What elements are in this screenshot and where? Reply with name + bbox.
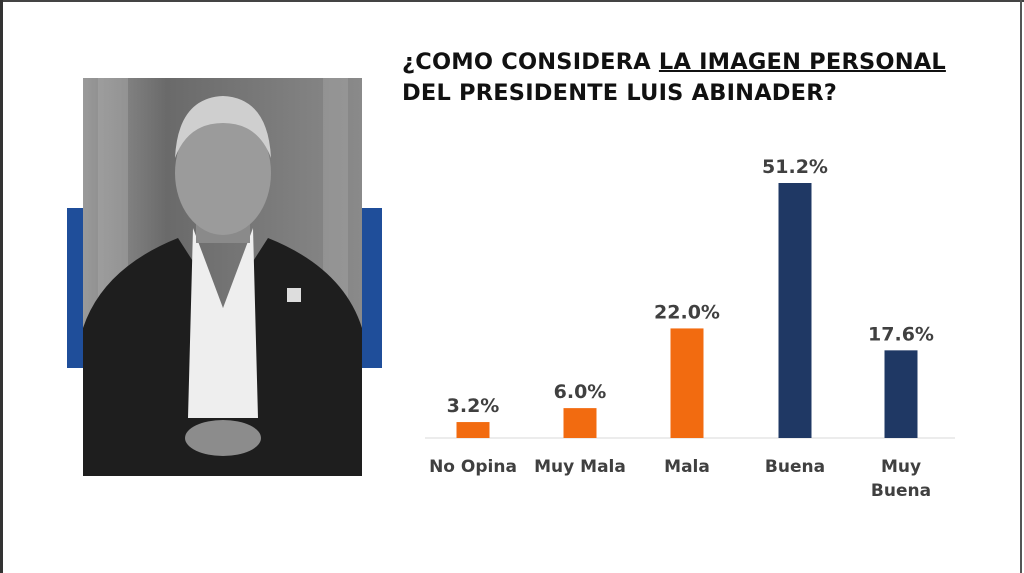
value-label-2: 22.0% xyxy=(654,301,720,323)
value-label-3: 51.2% xyxy=(762,156,828,178)
bar-2 xyxy=(670,328,704,438)
value-label-4: 17.6% xyxy=(868,323,934,345)
category-label-4: Muy xyxy=(881,457,921,477)
bar-0 xyxy=(456,422,490,438)
value-label-1: 6.0% xyxy=(554,381,607,403)
accent-bar-right xyxy=(360,208,382,368)
category-label-4-line2: Buena xyxy=(871,481,931,501)
category-label-1: Muy Mala xyxy=(534,457,626,477)
bar-1 xyxy=(563,408,597,438)
portrait-photo xyxy=(83,78,362,476)
title-prefix: ¿COMO CONSIDERA xyxy=(402,49,659,75)
category-label-0: No Opina xyxy=(429,457,517,477)
category-label-3: Buena xyxy=(765,457,825,477)
frame-top-border xyxy=(0,0,1024,2)
frame-right-border xyxy=(1020,0,1022,573)
category-label-2: Mala xyxy=(664,457,710,477)
bar-4 xyxy=(884,350,918,438)
person-silhouette-icon xyxy=(83,78,362,476)
value-label-0: 3.2% xyxy=(447,395,500,417)
title-line-2: DEL PRESIDENTE LUIS ABINADER? xyxy=(402,80,838,106)
accent-bar-left xyxy=(67,208,85,368)
chart-title: ¿COMO CONSIDERA LA IMAGEN PERSONAL DEL P… xyxy=(402,47,946,109)
title-line-1: ¿COMO CONSIDERA LA IMAGEN PERSONAL xyxy=(402,47,946,78)
bar-3 xyxy=(778,183,812,438)
title-underlined: LA IMAGEN PERSONAL xyxy=(658,49,946,75)
frame-left-border xyxy=(0,0,3,573)
